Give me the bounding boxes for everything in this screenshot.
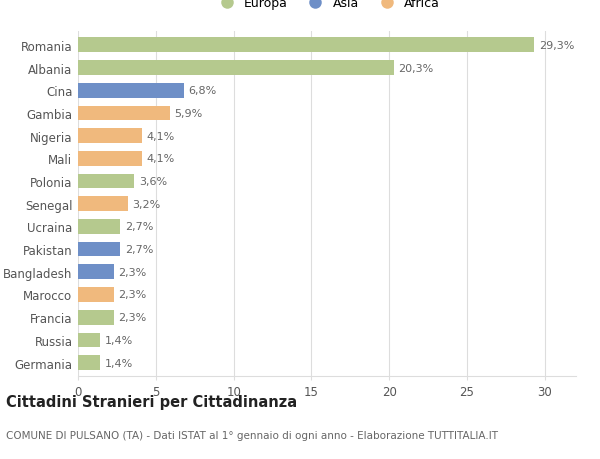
- Bar: [78, 219, 120, 234]
- Bar: [78, 197, 128, 212]
- Text: 3,2%: 3,2%: [133, 199, 161, 209]
- Text: 2,7%: 2,7%: [125, 222, 153, 232]
- Bar: [78, 106, 170, 121]
- Text: 20,3%: 20,3%: [398, 63, 434, 73]
- Bar: [78, 61, 394, 76]
- Text: 2,3%: 2,3%: [118, 290, 147, 300]
- Text: 6,8%: 6,8%: [188, 86, 217, 96]
- Bar: [78, 151, 142, 166]
- Text: COMUNE DI PULSANO (TA) - Dati ISTAT al 1° gennaio di ogni anno - Elaborazione TU: COMUNE DI PULSANO (TA) - Dati ISTAT al 1…: [6, 431, 498, 440]
- Text: 29,3%: 29,3%: [539, 41, 574, 50]
- Text: 1,4%: 1,4%: [104, 335, 133, 345]
- Legend: Europa, Asia, Africa: Europa, Asia, Africa: [214, 0, 440, 10]
- Text: 5,9%: 5,9%: [175, 109, 203, 119]
- Text: 1,4%: 1,4%: [104, 358, 133, 368]
- Bar: [78, 287, 114, 302]
- Bar: [78, 310, 114, 325]
- Bar: [78, 265, 114, 280]
- Text: 3,6%: 3,6%: [139, 177, 167, 187]
- Text: 4,1%: 4,1%: [146, 131, 175, 141]
- Bar: [78, 84, 184, 98]
- Bar: [78, 39, 534, 53]
- Text: 2,7%: 2,7%: [125, 245, 153, 255]
- Bar: [78, 129, 142, 144]
- Text: 2,3%: 2,3%: [118, 267, 147, 277]
- Bar: [78, 355, 100, 370]
- Bar: [78, 242, 120, 257]
- Bar: [78, 174, 134, 189]
- Bar: [78, 333, 100, 347]
- Text: 2,3%: 2,3%: [118, 313, 147, 323]
- Text: Cittadini Stranieri per Cittadinanza: Cittadini Stranieri per Cittadinanza: [6, 394, 297, 409]
- Text: 4,1%: 4,1%: [146, 154, 175, 164]
